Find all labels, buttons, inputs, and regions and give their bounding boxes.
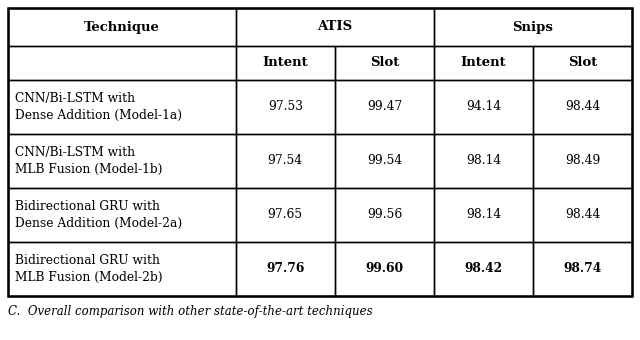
Text: Bidirectional GRU with
MLB Fusion (Model-2b): Bidirectional GRU with MLB Fusion (Model… <box>15 254 163 284</box>
Bar <box>533 242 632 296</box>
Text: 94.14: 94.14 <box>466 101 501 114</box>
Text: CNN/Bi-LSTM with
MLB Fusion (Model-1b): CNN/Bi-LSTM with MLB Fusion (Model-1b) <box>15 146 163 176</box>
Bar <box>533 46 632 80</box>
Bar <box>434 134 533 188</box>
Text: 98.74: 98.74 <box>563 262 602 275</box>
Text: 99.56: 99.56 <box>367 208 402 221</box>
Bar <box>533 80 632 134</box>
Bar <box>236 46 335 80</box>
Text: 98.49: 98.49 <box>565 154 600 168</box>
Text: ATIS: ATIS <box>317 20 353 34</box>
Bar <box>8 188 236 242</box>
Bar <box>236 134 335 188</box>
Text: 98.42: 98.42 <box>465 262 502 275</box>
Text: 97.54: 97.54 <box>268 154 303 168</box>
Text: 98.44: 98.44 <box>565 101 600 114</box>
Text: 98.44: 98.44 <box>565 208 600 221</box>
Bar <box>434 188 533 242</box>
Bar <box>434 46 533 80</box>
Bar <box>236 8 434 46</box>
Bar <box>236 242 335 296</box>
Text: 97.65: 97.65 <box>268 208 303 221</box>
Text: Bidirectional GRU with
Dense Addition (Model-2a): Bidirectional GRU with Dense Addition (M… <box>15 200 182 230</box>
Bar <box>8 8 632 296</box>
Bar <box>533 188 632 242</box>
Bar <box>434 242 533 296</box>
Text: 98.14: 98.14 <box>466 208 501 221</box>
Bar <box>434 8 632 46</box>
Bar <box>236 80 335 134</box>
Bar <box>533 134 632 188</box>
Text: C.  Overall comparison with other state-of-the-art techniques: C. Overall comparison with other state-o… <box>8 305 372 318</box>
Text: 97.76: 97.76 <box>266 262 305 275</box>
Text: 98.14: 98.14 <box>466 154 501 168</box>
Bar <box>8 80 236 134</box>
Bar <box>335 242 434 296</box>
Bar <box>8 134 236 188</box>
Text: Intent: Intent <box>461 56 506 69</box>
Text: 99.54: 99.54 <box>367 154 402 168</box>
Bar <box>8 46 236 80</box>
Text: Slot: Slot <box>568 56 597 69</box>
Bar <box>434 80 533 134</box>
Bar <box>335 134 434 188</box>
Text: 99.60: 99.60 <box>365 262 403 275</box>
Bar <box>8 242 236 296</box>
Bar <box>335 80 434 134</box>
Text: Snips: Snips <box>513 20 554 34</box>
Bar <box>335 46 434 80</box>
Text: Technique: Technique <box>84 20 160 34</box>
Text: 99.47: 99.47 <box>367 101 402 114</box>
Text: CNN/Bi-LSTM with
Dense Addition (Model-1a): CNN/Bi-LSTM with Dense Addition (Model-1… <box>15 92 182 122</box>
Text: Intent: Intent <box>262 56 308 69</box>
Bar <box>8 8 236 46</box>
Bar <box>335 188 434 242</box>
Bar <box>236 188 335 242</box>
Text: Slot: Slot <box>370 56 399 69</box>
Text: 97.53: 97.53 <box>268 101 303 114</box>
